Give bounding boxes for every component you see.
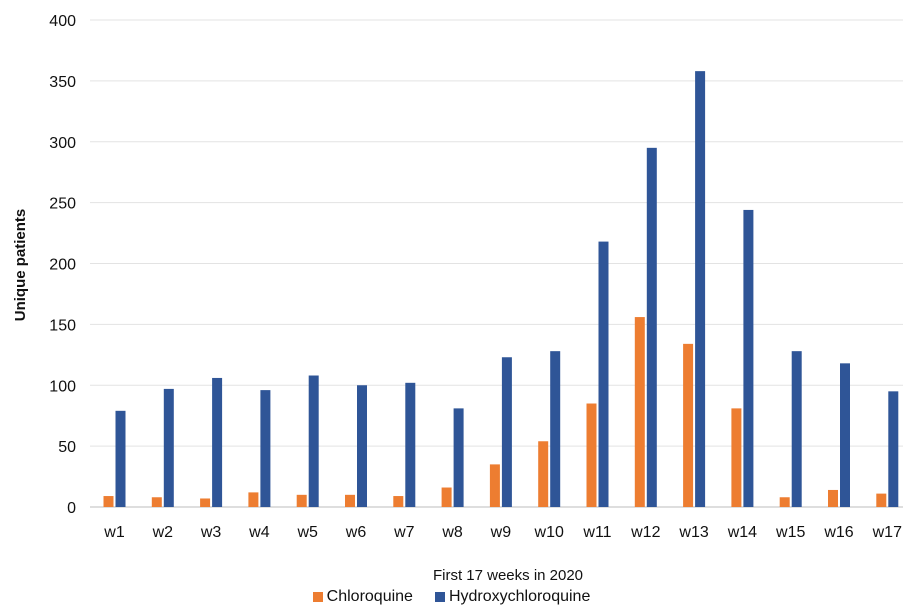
bar-hydroxychloroquine-w11: [598, 241, 609, 507]
legend: Chloroquine Hydroxychloroquine: [0, 588, 903, 606]
bar-chloroquine-w9: [489, 464, 500, 507]
y-tick-label-100: 100: [49, 378, 76, 395]
bars: [103, 71, 899, 507]
bar-chloroquine-w16: [828, 489, 838, 507]
bar-hydroxychloroquine-w7: [405, 382, 416, 507]
bar-hydroxychloroquine-w6: [357, 385, 367, 507]
y-tick-label-200: 200: [49, 257, 76, 274]
x-tick-label-w17: w17: [872, 524, 902, 541]
y-axis-ticks: 0 50 100 150 200 250 300 350 400: [49, 13, 76, 517]
bar-chloroquine-w7: [393, 496, 404, 507]
legend-swatch-chloroquine: [312, 592, 323, 602]
x-tick-label-w13: w13: [678, 524, 708, 541]
bar-hydroxychloroquine-w4: [260, 390, 271, 507]
x-tick-label-w5: w5: [296, 524, 318, 541]
x-tick-label-w7: w7: [393, 524, 415, 541]
bar-chloroquine-w4: [248, 492, 259, 507]
y-axis-title: Unique patients: [12, 209, 29, 322]
legend-label-chloroquine: Chloroquine: [326, 588, 413, 605]
x-axis-title: First 17 weeks in 2020: [433, 567, 583, 584]
x-tick-label-w3: w3: [200, 524, 222, 541]
y-tick-label-400: 400: [49, 13, 76, 30]
bar-chloroquine-w13: [683, 343, 694, 507]
x-tick-label-w9: w9: [490, 524, 512, 541]
bar-hydroxychloroquine-w3: [212, 377, 223, 507]
x-tick-label-w10: w10: [534, 524, 564, 541]
legend-label-hydroxychloroquine: Hydroxychloroquine: [448, 588, 591, 605]
bar-hydroxychloroquine-w14: [743, 209, 754, 507]
bar-chloroquine-w8: [441, 487, 452, 507]
x-tick-label-w11: w11: [582, 524, 611, 541]
bar-chloroquine-w3: [200, 498, 211, 507]
bar-hydroxychloroquine-w17: [888, 391, 899, 507]
bar-hydroxychloroquine-w16: [840, 363, 850, 507]
gridlines: [90, 19, 903, 508]
x-tick-label-w8: w8: [441, 524, 463, 541]
bar-hydroxychloroquine-w10: [550, 351, 561, 507]
y-tick-label-150: 150: [49, 317, 76, 334]
y-tick-label-350: 350: [49, 74, 76, 91]
x-tick-label-w12: w12: [630, 524, 660, 541]
x-tick-label-w4: w4: [248, 524, 270, 541]
x-tick-label-w6: w6: [345, 524, 367, 541]
legend-item-chloroquine: Chloroquine: [312, 588, 413, 606]
bar-hydroxychloroquine-w8: [453, 408, 464, 507]
bar-chloroquine-w15: [779, 497, 790, 507]
bar-hydroxychloroquine-w13: [695, 71, 706, 507]
bar-hydroxychloroquine-w1: [115, 410, 126, 507]
y-tick-label-250: 250: [49, 196, 76, 213]
bar-hydroxychloroquine-w2: [163, 388, 174, 507]
bar-chloroquine-w10: [538, 441, 549, 507]
x-tick-label-w14: w14: [727, 524, 757, 541]
bar-chloroquine-w1: [103, 496, 114, 507]
bar-chloroquine-w2: [151, 497, 162, 507]
legend-swatch-hydroxychloroquine: [434, 592, 445, 602]
legend-item-hydroxychloroquine: Hydroxychloroquine: [434, 588, 591, 606]
bar-chloroquine-w12: [634, 317, 645, 507]
bar-hydroxychloroquine-w15: [791, 351, 802, 507]
bar-chloroquine-w17: [876, 493, 887, 507]
y-tick-label-0: 0: [67, 500, 76, 517]
bar-hydroxychloroquine-w5: [308, 375, 319, 507]
x-tick-label-w16: w16: [823, 524, 853, 541]
bar-chloroquine-w14: [731, 408, 742, 507]
x-tick-label-w15: w15: [775, 524, 805, 541]
bar-chloroquine-w6: [345, 494, 355, 507]
x-tick-label-w1: w1: [103, 524, 125, 541]
y-tick-label-50: 50: [58, 439, 76, 456]
bar-hydroxychloroquine-w12: [646, 147, 657, 507]
x-tick-label-w2: w2: [152, 524, 174, 541]
y-tick-label-300: 300: [49, 135, 76, 152]
bar-hydroxychloroquine-w9: [501, 357, 512, 507]
x-axis-ticks: w1 w2 w3 w4 w5 w6 w7 w8 w9 w10 w11 w12 w13 w14 w15 w16 w…: [103, 524, 902, 541]
bar-chloroquine-w5: [296, 494, 307, 507]
bar-chloroquine-w11: [586, 403, 597, 507]
